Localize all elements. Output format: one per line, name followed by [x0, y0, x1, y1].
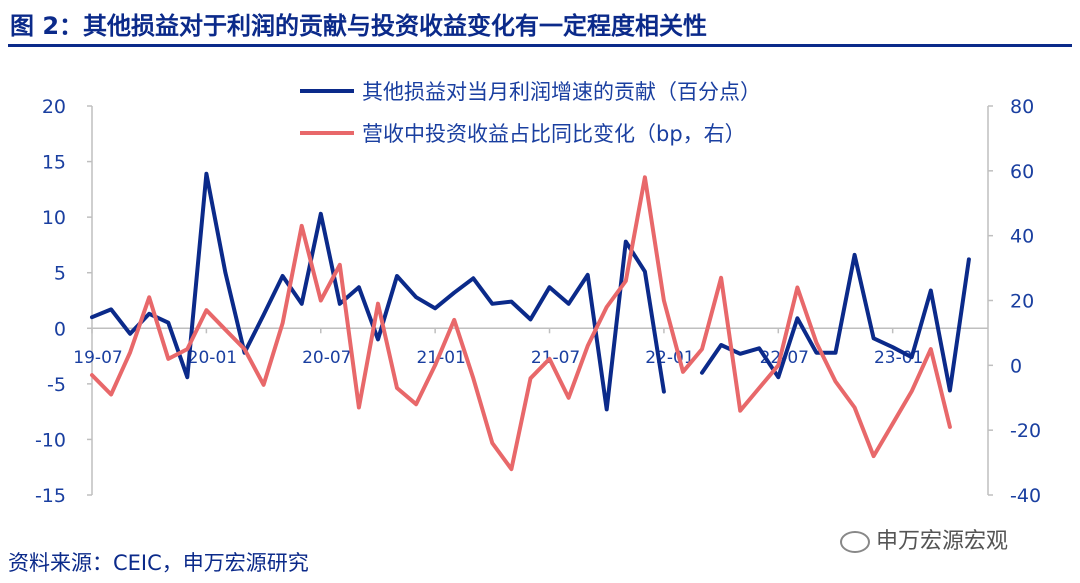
y-left-tick-label: 0	[54, 318, 66, 340]
y-right-tick-label: -40	[1010, 485, 1041, 507]
watermark: 申万宏源宏观	[840, 523, 1008, 555]
x-tick-label: 21-01	[416, 348, 465, 368]
title-underline	[8, 44, 1072, 47]
y-left-tick-label: -15	[35, 485, 66, 507]
figure-title: 图 2：其他损益对于利润的贡献与投资收益变化有一定程度相关性	[10, 12, 708, 40]
legend-label: 其他损益对当月利润增速的贡献（百分点）	[362, 80, 761, 104]
y-right-tick-label: 60	[1010, 161, 1034, 183]
y-left-tick-label: 20	[42, 96, 66, 118]
x-tick-label: 19-07	[73, 348, 122, 368]
y-right-tick-label: 80	[1010, 96, 1034, 118]
watermark-text: 申万宏源宏观	[876, 529, 1009, 554]
y-right-tick-label: 0	[1010, 355, 1022, 377]
x-tick-label: 20-07	[302, 348, 351, 368]
y-left-tick-label: 15	[42, 152, 66, 174]
legend-label: 营收中投资收益占比同比变化（bp，右）	[362, 122, 746, 146]
x-tick-label: 21-07	[531, 348, 580, 368]
series-line-investment-income	[90, 175, 952, 472]
y-left-tick-label: 10	[42, 207, 66, 229]
y-left-tick-label: 5	[54, 263, 66, 285]
y-right-tick-label: -20	[1010, 420, 1041, 442]
series-line-other-gains	[90, 171, 971, 412]
chart-series-lines	[90, 171, 971, 472]
y-left-tick-label: -10	[35, 429, 66, 451]
y-left-tick-label: -5	[47, 374, 66, 396]
wechat-icon	[840, 531, 870, 553]
x-tick-label: 20-01	[188, 348, 237, 368]
chart-legend: 其他损益对当月利润增速的贡献（百分点） 营收中投资收益占比同比变化（bp，右）	[300, 80, 761, 146]
chart-tick-labels: -15 -10 -5 0 5 10 15 20 -40 -20 0 20 40 60 80 19-07 20-0…	[35, 96, 1041, 507]
y-right-tick-label: 40	[1010, 226, 1034, 248]
y-right-tick-label: 20	[1010, 291, 1034, 313]
source-note: 资料来源：CEIC，申万宏源研究	[8, 551, 309, 575]
